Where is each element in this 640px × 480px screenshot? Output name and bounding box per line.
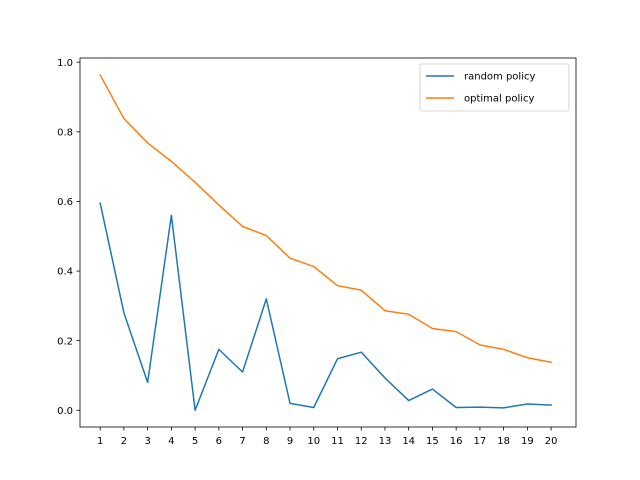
data-point (242, 226, 244, 228)
y-tick-label: 0.6 (57, 197, 73, 208)
data-point (550, 362, 552, 364)
data-point (384, 377, 386, 379)
axes-frame (79, 57, 577, 428)
x-tick-label: 2 (121, 436, 127, 447)
data-point (194, 410, 196, 412)
data-point (194, 182, 196, 184)
x-tick-label: 11 (331, 436, 344, 447)
data-point (99, 202, 101, 204)
data-point (171, 215, 173, 217)
data-point (527, 357, 529, 359)
x-tick-label: 13 (379, 436, 392, 447)
data-point (123, 118, 125, 120)
data-point (218, 349, 220, 351)
data-point (99, 74, 101, 76)
series-line-optimal-policy (99, 74, 552, 364)
data-point (503, 349, 505, 351)
legend-item: random policy (426, 72, 535, 83)
data-point (123, 312, 125, 314)
data-point (171, 161, 173, 163)
data-point (479, 406, 481, 408)
x-tick-label: 20 (545, 436, 558, 447)
plot-area (80, 58, 576, 427)
data-point (289, 403, 291, 405)
data-point (147, 382, 149, 384)
x-tick-label: 15 (426, 436, 439, 447)
data-point (432, 388, 434, 390)
data-point (384, 310, 386, 312)
x-tick-label: 10 (307, 436, 320, 447)
legend-label: optimal policy (464, 94, 535, 105)
data-point (266, 235, 268, 237)
data-point (218, 204, 220, 206)
series-optimal-policy (99, 74, 552, 364)
x-tick-label: 16 (450, 436, 463, 447)
x-tick-label: 8 (263, 436, 269, 447)
data-point (337, 358, 339, 360)
y-tick-label: 0.0 (57, 406, 73, 417)
plot-background (80, 58, 576, 427)
x-tick-label: 3 (144, 436, 150, 447)
data-point (527, 403, 529, 405)
x-tick-label: 18 (497, 436, 510, 447)
x-tick-label: 5 (192, 436, 198, 447)
x-tick-label: 7 (239, 436, 245, 447)
x-tick-label: 1 (97, 436, 103, 447)
legend-item: optimal policy (426, 94, 535, 105)
y-tick-label: 0.8 (57, 127, 73, 138)
y-tick-label: 0.4 (57, 267, 73, 278)
data-point (313, 266, 315, 268)
data-point (360, 351, 362, 353)
x-tick-label: 14 (402, 436, 415, 447)
legend-label: random policy (464, 72, 535, 83)
data-point (313, 407, 315, 409)
data-point (337, 285, 339, 287)
data-point (408, 313, 410, 315)
data-point (289, 257, 291, 259)
x-tick-label: 12 (355, 436, 368, 447)
x-tick-label: 6 (216, 436, 222, 447)
x-tick-label: 17 (474, 436, 487, 447)
legend-box (419, 63, 570, 112)
series-random-policy (99, 202, 552, 412)
data-point (266, 298, 268, 300)
series-layer (99, 74, 552, 412)
data-point (360, 289, 362, 291)
x-tick-label: 19 (521, 436, 534, 447)
data-point (455, 407, 457, 409)
data-point (432, 328, 434, 330)
data-point (147, 142, 149, 144)
data-point (479, 344, 481, 346)
data-point (455, 331, 457, 333)
data-point (408, 400, 410, 402)
data-point (550, 404, 552, 406)
series-line-random-policy (99, 202, 552, 412)
legend: random policy optimal policy (419, 63, 570, 112)
data-point (503, 407, 505, 409)
y-tick-label: 1.0 (57, 58, 73, 69)
y-tick-label: 0.2 (57, 336, 73, 347)
data-point (242, 371, 244, 373)
axes-layer: 1 2 3 4 5 6 7 8 9 10 11 12 13 14 15 16 17 18 19 200.00.20.4… (57, 57, 577, 447)
x-tick-label: 9 (287, 436, 293, 447)
x-tick-label: 4 (168, 436, 174, 447)
